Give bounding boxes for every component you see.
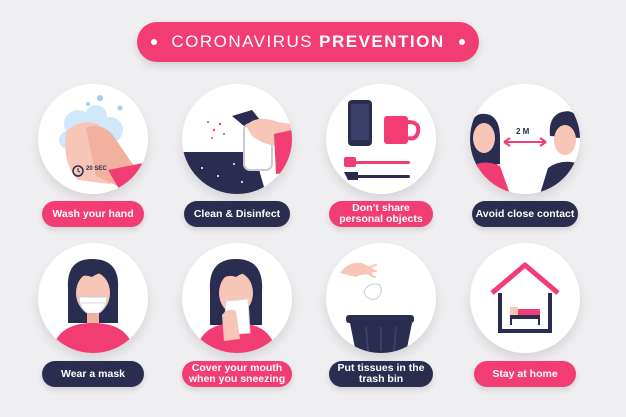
label-stay-home: Stay at home — [474, 361, 576, 387]
woman-with-mask-icon — [38, 243, 148, 353]
timer-text: 20 SEC — [86, 166, 107, 172]
hand-washing-icon: 20 SEC — [38, 84, 148, 194]
spray-bottle-icon — [182, 84, 292, 194]
label-wear-mask: Wear a mask — [42, 361, 144, 387]
tile-clean-disinfect: Clean & Disinfect — [182, 84, 292, 227]
page-title: CORONAVIRUS PREVENTION — [137, 22, 479, 62]
tile-avoid-contact: 2 M Avoid close contact — [470, 84, 580, 227]
woman-sneezing-icon — [182, 243, 292, 353]
phone-mug-cutlery-icon — [326, 84, 436, 194]
tile-wear-mask: Wear a mask — [38, 243, 148, 387]
tile-dont-share: Don’t share personal objects — [326, 84, 436, 227]
tissue-trash-bin-icon — [326, 243, 436, 353]
tile-wash-hands: 20 SEC Wash your hand — [38, 84, 148, 227]
title-bold: PREVENTION — [319, 32, 445, 51]
social-distance-icon: 2 M — [470, 84, 580, 194]
title-dot-right — [459, 39, 465, 45]
label-wash-hands: Wash your hand — [42, 201, 144, 227]
tile-tissues-trash: Put tissues in the trash bin — [326, 243, 436, 387]
label-dont-share: Don’t share personal objects — [329, 201, 433, 227]
label-tissues-trash: Put tissues in the trash bin — [329, 361, 433, 387]
label-avoid-contact: Avoid close contact — [472, 201, 578, 227]
title-dot-left — [151, 39, 157, 45]
tile-cover-mouth: Cover your mouth when you sneezing — [182, 243, 292, 387]
label-cover-mouth: Cover your mouth when you sneezing — [182, 361, 292, 387]
title-light: CORONAVIRUS — [171, 32, 314, 51]
house-icon — [470, 243, 580, 353]
tile-stay-home: Stay at home — [470, 243, 580, 387]
label-clean-disinfect: Clean & Disinfect — [184, 201, 290, 227]
distance-text: 2 M — [516, 127, 530, 136]
